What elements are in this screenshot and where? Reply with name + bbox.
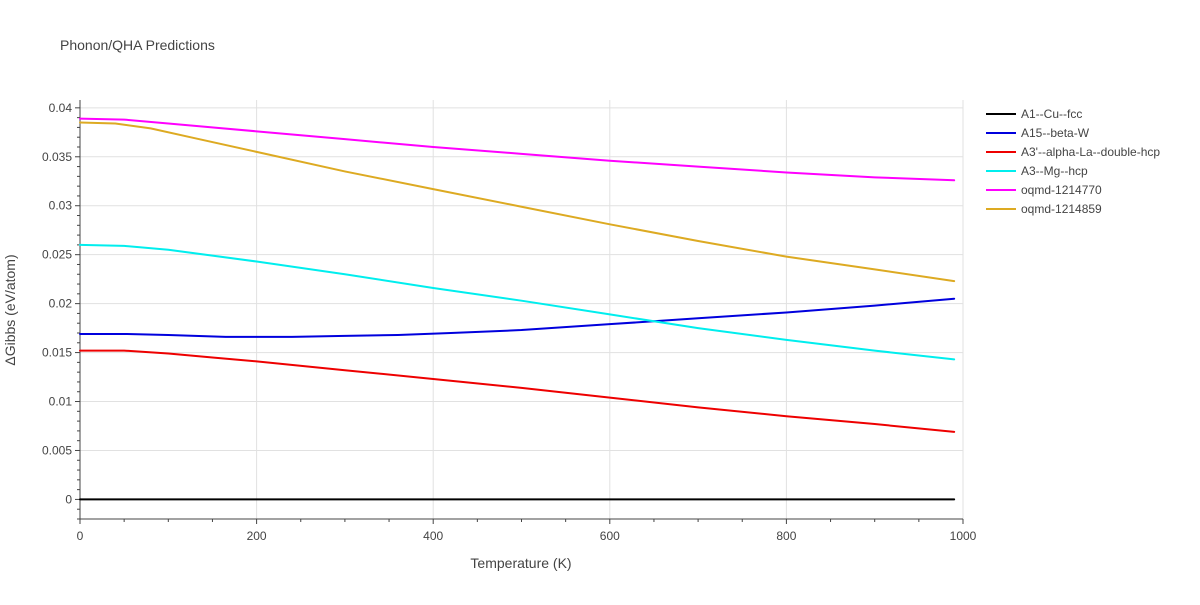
x-tick-label: 800 xyxy=(776,529,796,543)
legend-item[interactable]: A1--Cu--fcc xyxy=(986,107,1082,121)
y-axis-title: ΔGibbs (eV/atom) xyxy=(2,254,18,365)
x-tick-label: 0 xyxy=(77,529,84,543)
legend-item[interactable]: A3'--alpha-La--double-hcp xyxy=(986,145,1160,159)
series-line-1[interactable] xyxy=(79,297,956,338)
grid-lines xyxy=(80,100,964,519)
y-tick-label: 0 xyxy=(65,492,72,506)
legend-item[interactable]: oqmd-1214770 xyxy=(986,183,1102,197)
series-line-4[interactable] xyxy=(79,117,956,182)
x-tick-label: 200 xyxy=(247,529,267,543)
series-line-2[interactable] xyxy=(79,349,956,433)
x-axis-title: Temperature (K) xyxy=(470,555,571,571)
legend-item[interactable]: A3--Mg--hcp xyxy=(986,164,1088,178)
x-tick-labels: 0 200 400 600 800 1000 xyxy=(77,529,977,543)
y-tick-label: 0.015 xyxy=(42,346,72,360)
y-tick-label: 0.02 xyxy=(49,297,73,311)
x-tick-label: 1000 xyxy=(950,529,977,543)
legend-label: A1--Cu--fcc xyxy=(1021,107,1082,121)
x-tick-label: 400 xyxy=(423,529,443,543)
y-tick-label: 0.03 xyxy=(49,199,73,213)
legend-label: A3--Mg--hcp xyxy=(1021,164,1088,178)
y-tick-labels: 0 0.005 0.01 0.015 0.02 0.025 0.03 0.035 0.04 xyxy=(42,101,72,507)
y-tick-label: 0.025 xyxy=(42,248,72,262)
legend: A1--Cu--fcc A15--beta-W A3'--alpha-La--dou… xyxy=(986,107,1160,216)
y-tick-label: 0.04 xyxy=(49,101,73,115)
y-tick-label: 0.01 xyxy=(49,395,73,409)
legend-item[interactable]: oqmd-1214859 xyxy=(986,202,1102,216)
x-tick-label: 600 xyxy=(600,529,620,543)
chart-title: Phonon/QHA Predictions xyxy=(60,37,215,53)
legend-label: A3'--alpha-La--double-hcp xyxy=(1021,145,1160,159)
legend-label: oqmd-1214859 xyxy=(1021,202,1102,216)
y-tick-label: 0.005 xyxy=(42,443,72,457)
legend-label: oqmd-1214770 xyxy=(1021,183,1102,197)
legend-label: A15--beta-W xyxy=(1021,126,1090,140)
series-lines xyxy=(79,117,956,501)
legend-item[interactable]: A15--beta-W xyxy=(986,126,1090,140)
axes xyxy=(75,100,964,524)
y-tick-label: 0.035 xyxy=(42,150,72,164)
series-line-3[interactable] xyxy=(79,243,956,361)
series-line-5[interactable] xyxy=(79,121,956,283)
